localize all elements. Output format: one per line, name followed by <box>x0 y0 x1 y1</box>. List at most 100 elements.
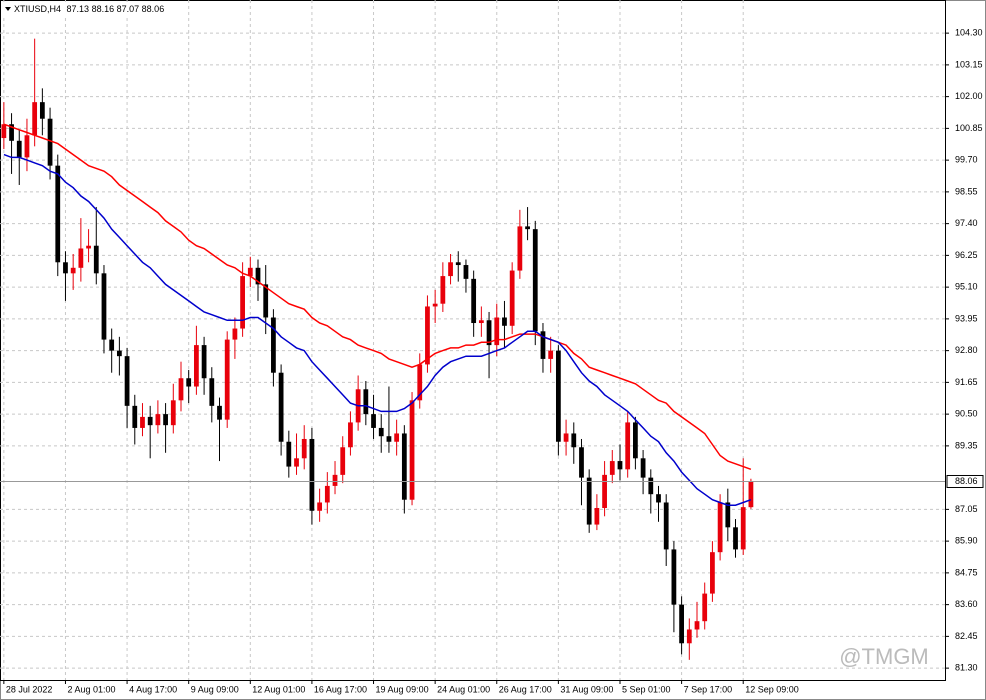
y-tick-label: 93.95 <box>955 313 978 323</box>
candle-body <box>532 229 538 332</box>
candle-body <box>332 474 338 486</box>
y-tick-label: 92.80 <box>955 345 978 355</box>
candle-body <box>124 356 130 406</box>
candle-body <box>286 441 292 467</box>
candle-body <box>694 621 700 630</box>
header: XTIUSD,H4 87.13 88.16 87.07 88.06 <box>14 4 164 14</box>
candle-body <box>24 135 30 158</box>
header-bg <box>2 2 172 18</box>
y-tick-label: 83.60 <box>955 599 978 609</box>
candle-body <box>309 438 315 511</box>
last-high: 88.16 <box>92 4 115 14</box>
candle-body <box>733 527 738 550</box>
candle-body <box>86 245 91 249</box>
candle-body <box>571 433 577 448</box>
y-tick-label: 90.50 <box>955 409 978 419</box>
symbol: XTIUSD,H4 <box>14 4 61 14</box>
x-tick-label: 28 Jul 2022 <box>6 684 53 694</box>
y-tick-label: 98.55 <box>955 186 978 196</box>
candle-body <box>602 474 607 508</box>
y-tick-label: 89.35 <box>955 440 978 450</box>
x-tick-label: 2 Aug 01:00 <box>67 684 115 694</box>
candle-body <box>263 284 269 318</box>
candle-body <box>39 102 45 119</box>
candle-body <box>317 502 323 511</box>
candle-body <box>378 427 384 437</box>
candle-body <box>70 267 76 274</box>
candle-body <box>109 339 115 351</box>
candle-body <box>702 593 708 622</box>
candle-body <box>725 502 731 528</box>
candle-body <box>371 414 376 428</box>
candle-body <box>579 447 584 478</box>
candle-body <box>463 265 469 279</box>
candle-body <box>679 604 684 644</box>
candle-body <box>748 481 754 508</box>
candle-body <box>455 262 461 266</box>
x-tick-label: 19 Aug 09:00 <box>376 684 429 694</box>
candle-body <box>201 345 207 379</box>
candle-body <box>47 118 53 166</box>
candle-body <box>671 549 677 605</box>
candle-body <box>232 328 238 340</box>
candle-body <box>224 339 230 420</box>
candle-body <box>32 102 38 136</box>
candle-body <box>140 416 145 428</box>
candle-body <box>16 140 22 158</box>
candle-body <box>486 320 492 346</box>
candle-body <box>563 433 569 442</box>
candle-body <box>240 276 245 329</box>
candle-body <box>55 165 61 263</box>
candle-body <box>409 400 415 500</box>
candle-body <box>78 248 84 268</box>
candle-body <box>517 226 523 271</box>
y-tick-label: 102.00 <box>955 91 983 101</box>
y-tick-label: 99.70 <box>955 155 978 165</box>
candle-body <box>394 433 400 442</box>
y-tick-label: 81.30 <box>955 663 978 673</box>
candle-body <box>9 124 14 141</box>
y-tick-label: 95.10 <box>955 282 978 292</box>
candle-body <box>478 320 484 324</box>
candle-body <box>386 436 392 442</box>
y-tick-label: 85.90 <box>955 536 978 546</box>
candle-body <box>540 331 546 359</box>
candle-body <box>425 306 430 365</box>
candle-body <box>116 350 122 357</box>
y-tick-label: 103.15 <box>955 59 983 69</box>
candle-body <box>686 629 692 644</box>
candle-body <box>740 507 746 550</box>
candle-body <box>432 303 438 307</box>
y-tick-label: 84.75 <box>955 567 978 577</box>
candle-body <box>417 364 423 401</box>
candle-body <box>509 270 515 326</box>
x-tick-label: 26 Aug 17:00 <box>499 684 552 694</box>
candle-body <box>1 124 7 139</box>
candle-body <box>710 552 715 594</box>
menu-arrow <box>5 7 11 11</box>
x-tick-label: 31 Aug 09:00 <box>560 684 613 694</box>
y-tick-label: 87.05 <box>955 504 978 514</box>
candle-body <box>155 414 161 426</box>
candle-body <box>278 372 284 442</box>
candle-body <box>63 262 68 274</box>
y-tick-label: 91.65 <box>955 377 978 387</box>
y-tick-label: 97.40 <box>955 218 978 228</box>
candle-body <box>594 507 600 525</box>
candle-body <box>132 405 138 428</box>
last-low: 87.07 <box>117 4 140 14</box>
x-tick-label: 24 Aug 01:00 <box>437 684 490 694</box>
candle-body <box>617 461 623 470</box>
candle-body <box>209 378 215 406</box>
x-tick-label: 12 Aug 01:00 <box>252 684 305 694</box>
candle-body <box>294 458 299 467</box>
x-tick-label: 7 Sep 17:00 <box>684 684 733 694</box>
candle-body <box>363 389 369 415</box>
candle-body <box>448 262 453 277</box>
y-tick-label: 96.25 <box>955 250 978 260</box>
candle-body <box>548 350 554 359</box>
candle-body <box>440 276 446 304</box>
candle-body <box>301 438 307 459</box>
candle-body <box>271 317 276 373</box>
